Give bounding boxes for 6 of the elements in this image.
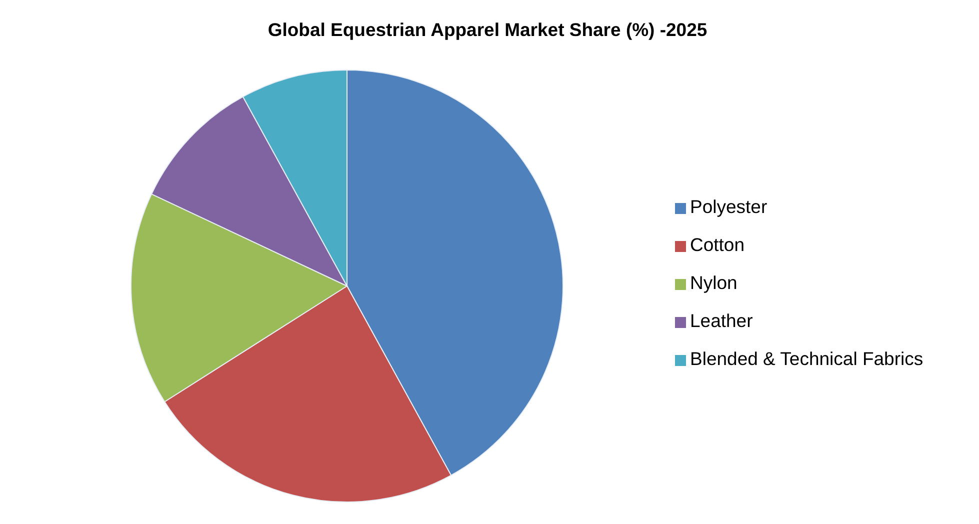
legend-label: Blended & Technical Fabrics — [690, 348, 924, 369]
legend-label: Cotton — [690, 234, 745, 255]
legend-label: Polyester — [690, 196, 768, 217]
chart-title: Global Equestrian Apparel Market Share (%) -2025 — [266, 19, 708, 41]
legend-label: Leather — [690, 310, 753, 331]
legend-label: Nylon — [690, 272, 738, 293]
